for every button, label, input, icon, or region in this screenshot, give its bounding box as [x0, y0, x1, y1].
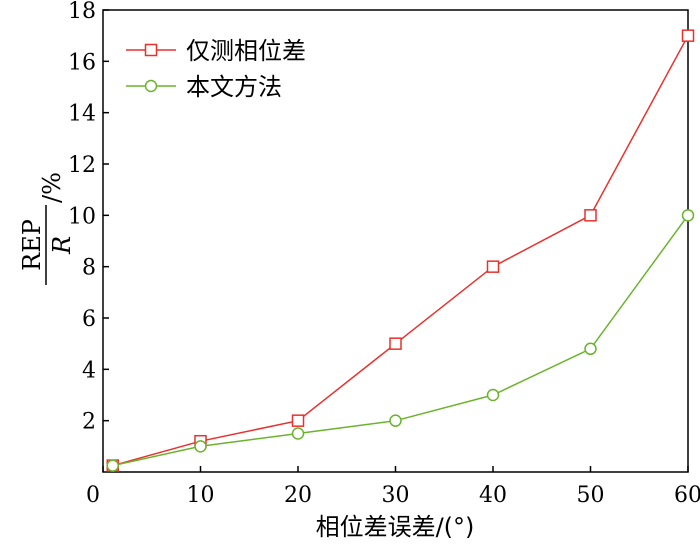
y-axis-title: REP R /%	[18, 172, 76, 285]
x-axis: 0 10 20 30 40 50 60	[86, 466, 700, 508]
x-tick-label: 20	[284, 483, 312, 508]
y-tick-label: 14	[68, 102, 96, 127]
data-point	[291, 414, 305, 427]
y-tick-label: 10	[68, 204, 96, 229]
data-point	[584, 209, 597, 222]
x-tick-label: 10	[187, 483, 215, 508]
x-tick-label: 30	[382, 483, 410, 508]
y-tick-label: 4	[82, 358, 96, 383]
x-tick-label: 40	[479, 483, 507, 508]
y-tick-label: 8	[82, 256, 96, 281]
legend-label: 本文方法	[186, 73, 282, 101]
y-axis: 2 4 6 8 10 12 14 16 18	[68, 0, 109, 435]
data-point	[584, 342, 597, 356]
y-tick-label: 12	[68, 153, 96, 178]
legend-square-marker	[144, 43, 158, 57]
x-tick-label: 0	[86, 483, 100, 508]
legend-item: 本文方法	[126, 73, 282, 101]
y-tick-label: 18	[68, 0, 96, 24]
series-layer	[106, 29, 695, 472]
data-point	[681, 209, 695, 222]
data-point	[486, 388, 500, 402]
y-axis-title-numerator: REP	[18, 219, 46, 271]
data-point	[106, 459, 119, 472]
data-point	[681, 29, 695, 42]
x-tick-label: 60	[674, 483, 700, 508]
legend-label: 仅测相位差	[186, 37, 306, 65]
series-2	[106, 209, 695, 472]
x-tick-label: 50	[577, 483, 605, 508]
y-axis-title-suffix: /%	[38, 172, 66, 203]
data-point	[389, 414, 402, 427]
y-tick-label: 6	[82, 307, 96, 332]
y-tick-label: 16	[68, 50, 96, 75]
data-point	[486, 260, 500, 273]
y-axis-title-denominator: R	[48, 236, 76, 255]
x-axis-title: 相位差误差/(°)	[316, 513, 475, 541]
legend-item: 仅测相位差	[126, 37, 306, 65]
y-tick-label: 2	[82, 410, 96, 435]
legend-circle-marker	[144, 79, 158, 93]
data-point	[389, 337, 402, 350]
data-point	[194, 440, 207, 453]
data-point	[291, 427, 305, 440]
